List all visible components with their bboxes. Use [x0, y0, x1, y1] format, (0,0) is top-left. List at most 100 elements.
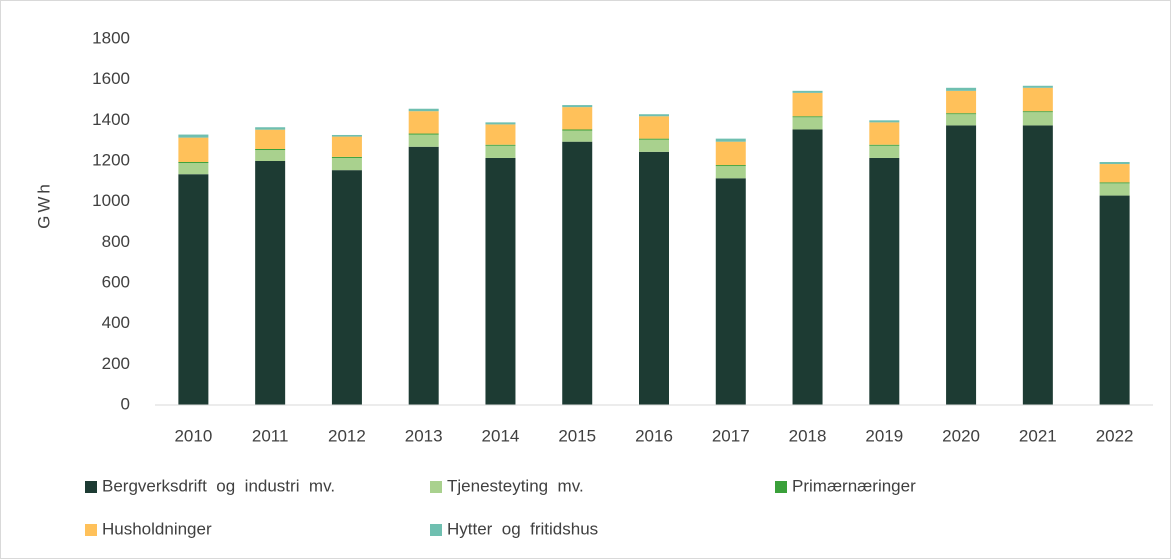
legend-label: Husholdninger	[102, 519, 212, 538]
bar-segment	[178, 134, 209, 138]
bar-segment	[715, 141, 746, 166]
legend-swatch	[85, 524, 97, 536]
bar-segment	[792, 92, 823, 117]
bar-segment	[639, 138, 669, 140]
bar-segment	[178, 137, 209, 163]
bar-segment	[1022, 87, 1053, 112]
bar-segment	[178, 162, 209, 164]
bar-segment	[331, 157, 362, 171]
bar-segment	[562, 129, 593, 131]
bar-segment	[869, 157, 900, 405]
y-tick-label: 200	[102, 354, 130, 373]
x-tick-label: 2018	[789, 426, 827, 445]
bar-segment	[946, 113, 977, 115]
x-tick-label: 2021	[1019, 426, 1057, 445]
x-tick-label: 2010	[174, 426, 212, 445]
y-tick-label: 600	[102, 272, 130, 291]
bar-segment	[408, 108, 439, 112]
x-tick-label: 2019	[865, 426, 903, 445]
bar-segment	[331, 170, 362, 405]
legend-label: Tjenesteyting mv.	[447, 476, 584, 495]
bar-segment	[331, 136, 362, 157]
bar-segment	[485, 124, 516, 145]
bar-segment	[562, 105, 593, 108]
y-axis-title: GWh	[34, 181, 53, 229]
bar-segment	[408, 133, 439, 135]
bar-segment	[178, 163, 209, 175]
bar-segment	[639, 114, 669, 117]
bar-segment	[255, 127, 286, 130]
x-tick-label: 2017	[712, 426, 750, 445]
bar-segment	[869, 122, 900, 145]
x-tick-label: 2022	[1096, 426, 1134, 445]
bar-segment	[331, 156, 362, 158]
bar-segment	[792, 117, 823, 130]
bar-segment	[408, 134, 439, 147]
y-tick-label: 1800	[92, 28, 130, 47]
x-tick-label: 2012	[328, 426, 366, 445]
bar-segment	[408, 146, 439, 405]
legend-swatch	[775, 481, 787, 493]
bar-segment	[715, 165, 746, 167]
bar-segment	[869, 120, 900, 123]
y-tick-label: 800	[102, 232, 130, 251]
x-tick-label: 2011	[252, 426, 289, 445]
y-tick-label: 1000	[92, 191, 130, 210]
bar-segment	[946, 114, 977, 126]
bar-segment	[1022, 111, 1053, 113]
bar-segment	[946, 87, 977, 91]
bar-segment	[715, 138, 746, 142]
bar-segment	[1099, 195, 1130, 405]
y-tick-label: 1200	[92, 150, 130, 169]
bar-segment	[485, 157, 516, 405]
y-tick-label: 0	[121, 394, 130, 413]
bar-segment	[1022, 112, 1053, 126]
bar-segment	[1099, 164, 1130, 183]
bar-segment	[715, 166, 746, 179]
y-tick-label: 1600	[92, 69, 130, 88]
bar-segment	[792, 90, 823, 93]
bar-segment	[869, 144, 900, 146]
bar-segment	[792, 129, 823, 405]
bar-segment	[869, 145, 900, 158]
bar-segment	[715, 178, 746, 405]
legend-swatch	[85, 481, 97, 493]
legend-label: Hytter og fritidshus	[447, 519, 598, 538]
bar-segment	[178, 174, 209, 405]
bar-segment	[255, 129, 286, 150]
bar-segment	[255, 150, 286, 161]
legend-swatch	[430, 524, 442, 536]
y-tick-label: 1400	[92, 110, 130, 129]
x-tick-label: 2014	[482, 426, 520, 445]
y-tick-label: 400	[102, 313, 130, 332]
bar-segment	[485, 144, 516, 146]
bar-segment	[255, 149, 286, 151]
bar-segment	[562, 141, 593, 405]
bar-segment	[946, 90, 977, 114]
bar-segment	[485, 145, 516, 158]
bar-segment	[639, 139, 669, 152]
bar-segment	[408, 111, 439, 134]
x-tick-label: 2020	[942, 426, 980, 445]
bar-segment	[485, 122, 516, 125]
x-tick-label: 2015	[558, 426, 596, 445]
bar-segment	[946, 125, 977, 406]
legend-label: Bergverksdrift og industri mv.	[102, 476, 335, 495]
bar-segment	[639, 151, 669, 405]
bar-segment	[562, 107, 593, 130]
bar-segment	[1022, 85, 1053, 88]
bar-segment	[331, 134, 362, 137]
bar-segment	[1022, 125, 1053, 406]
x-tick-label: 2016	[635, 426, 673, 445]
bar-segment	[792, 116, 823, 118]
bar-segment	[639, 116, 669, 139]
bar-segment	[1099, 183, 1130, 196]
legend-swatch	[430, 481, 442, 493]
bar-segment	[1099, 162, 1130, 165]
legend-label: Primærnæringer	[792, 476, 916, 495]
bar-segment	[255, 161, 286, 405]
bar-segment	[562, 130, 593, 142]
x-tick-label: 2013	[405, 426, 443, 445]
bar-segment	[1099, 182, 1130, 184]
